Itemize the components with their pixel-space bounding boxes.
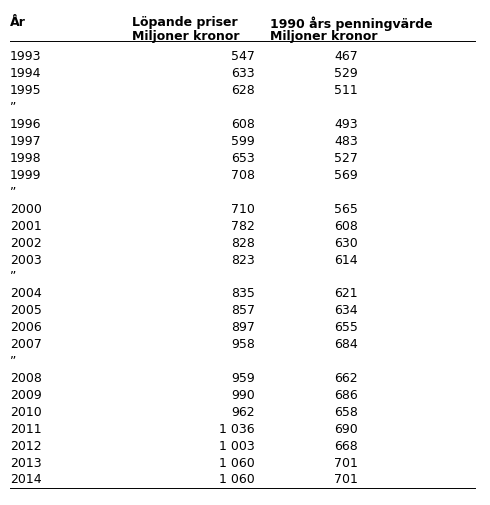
Text: 653: 653 — [231, 152, 255, 165]
Text: 1999: 1999 — [10, 169, 41, 182]
Text: 1990 års penningvärde: 1990 års penningvärde — [270, 16, 432, 31]
Text: 662: 662 — [334, 372, 358, 385]
Text: 467: 467 — [334, 50, 358, 64]
Text: 565: 565 — [334, 203, 358, 216]
Text: 708: 708 — [231, 169, 255, 182]
Text: 655: 655 — [334, 321, 358, 334]
Text: 599: 599 — [231, 135, 255, 148]
Text: ”: ” — [10, 271, 16, 283]
Text: 529: 529 — [334, 67, 358, 80]
Text: 608: 608 — [334, 220, 358, 233]
Text: 897: 897 — [231, 321, 255, 334]
Text: 1993: 1993 — [10, 50, 41, 64]
Text: 2011: 2011 — [10, 423, 42, 436]
Text: Löpande priser: Löpande priser — [132, 16, 238, 29]
Text: 2013: 2013 — [10, 457, 42, 470]
Text: 2000: 2000 — [10, 203, 42, 216]
Text: 511: 511 — [334, 84, 358, 97]
Text: 962: 962 — [231, 406, 255, 419]
Text: 2007: 2007 — [10, 338, 42, 351]
Text: År: År — [10, 16, 25, 29]
Text: 2009: 2009 — [10, 389, 42, 402]
Text: 701: 701 — [334, 457, 358, 470]
Text: 483: 483 — [334, 135, 358, 148]
Text: 2014: 2014 — [10, 474, 42, 486]
Text: 608: 608 — [231, 118, 255, 131]
Text: 823: 823 — [231, 254, 255, 267]
Text: 2005: 2005 — [10, 304, 42, 317]
Text: 828: 828 — [231, 236, 255, 249]
Text: 633: 633 — [231, 67, 255, 80]
Text: 1998: 1998 — [10, 152, 42, 165]
Text: 686: 686 — [334, 389, 358, 402]
Text: 2003: 2003 — [10, 254, 42, 267]
Text: 2008: 2008 — [10, 372, 42, 385]
Text: 959: 959 — [231, 372, 255, 385]
Text: 634: 634 — [334, 304, 358, 317]
Text: 547: 547 — [231, 50, 255, 64]
Text: 493: 493 — [334, 118, 358, 131]
Text: ”: ” — [10, 101, 16, 114]
Text: 630: 630 — [334, 236, 358, 249]
Text: 658: 658 — [334, 406, 358, 419]
Text: 1996: 1996 — [10, 118, 41, 131]
Text: 527: 527 — [334, 152, 358, 165]
Text: 857: 857 — [231, 304, 255, 317]
Text: 628: 628 — [231, 84, 255, 97]
Text: 2002: 2002 — [10, 236, 42, 249]
Text: 1997: 1997 — [10, 135, 42, 148]
Text: 990: 990 — [231, 389, 255, 402]
Text: ”: ” — [10, 355, 16, 368]
Text: 782: 782 — [231, 220, 255, 233]
Text: 690: 690 — [334, 423, 358, 436]
Text: 1995: 1995 — [10, 84, 42, 97]
Text: ”: ” — [10, 186, 16, 199]
Text: 1 060: 1 060 — [219, 474, 255, 486]
Text: 684: 684 — [334, 338, 358, 351]
Text: 2006: 2006 — [10, 321, 42, 334]
Text: Miljoner kronor: Miljoner kronor — [270, 30, 377, 43]
Text: 2010: 2010 — [10, 406, 42, 419]
Text: Miljoner kronor: Miljoner kronor — [132, 30, 240, 43]
Text: 701: 701 — [334, 474, 358, 486]
Text: 835: 835 — [231, 287, 255, 300]
Text: 2012: 2012 — [10, 439, 42, 452]
Text: 621: 621 — [334, 287, 358, 300]
Text: 668: 668 — [334, 439, 358, 452]
Text: 1 060: 1 060 — [219, 457, 255, 470]
Text: 958: 958 — [231, 338, 255, 351]
Text: 2001: 2001 — [10, 220, 42, 233]
Text: 614: 614 — [334, 254, 358, 267]
Text: 2004: 2004 — [10, 287, 42, 300]
Text: 710: 710 — [231, 203, 255, 216]
Text: 1 003: 1 003 — [219, 439, 255, 452]
Text: 1994: 1994 — [10, 67, 41, 80]
Text: 1 036: 1 036 — [219, 423, 255, 436]
Text: 569: 569 — [334, 169, 358, 182]
